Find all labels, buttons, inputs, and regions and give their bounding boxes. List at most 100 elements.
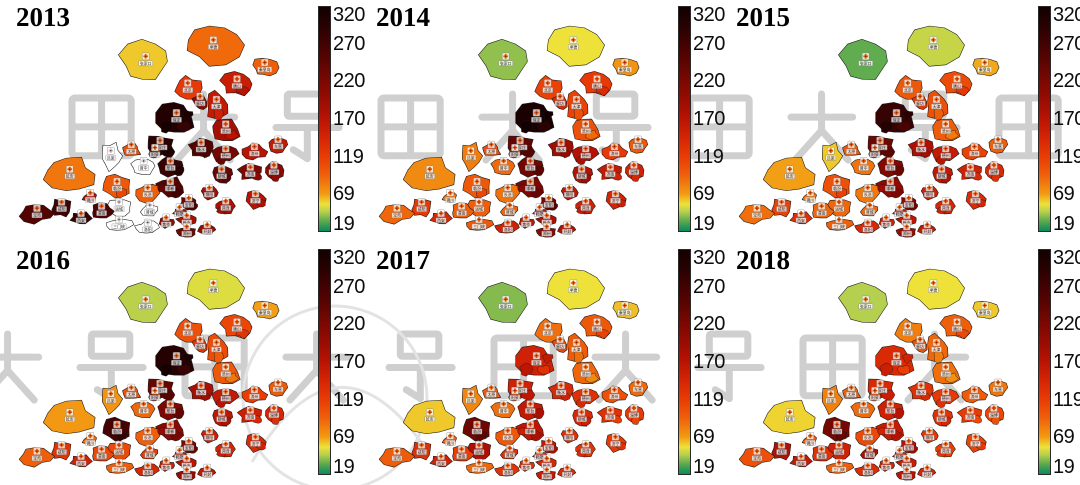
city-label-taiyuan: 太原 (126, 140, 137, 155)
city-name-text: 滨州 (971, 151, 979, 156)
flower-center-icon (535, 355, 538, 357)
city-name-text: 天津 (573, 104, 581, 109)
flower-center-icon (928, 186, 930, 189)
flower-petal-icon (873, 390, 876, 394)
map-panel-2013: 张家口 承德 北京 秦皇岛 唐山 天津 廊坊 保定 沧州 石家庄 衡水 邢台 邯郸 德州 滨州 东营 济南 淄博聊… (0, 0, 365, 242)
flower-petal-icon (527, 423, 531, 426)
city-name-box (901, 473, 912, 480)
flower-petal-icon (131, 386, 134, 389)
flower-petal-icon (926, 186, 929, 189)
flower-center-icon (478, 444, 480, 446)
colorbar-tick-270: 270 (333, 275, 365, 298)
city-name-box (543, 202, 554, 208)
colorbar-tick-170: 170 (1053, 107, 1080, 130)
flower-petal-icon (865, 186, 868, 189)
flower-petal-icon (148, 445, 151, 448)
city-name-box (216, 416, 227, 422)
city-name-box (885, 428, 896, 435)
flower-petal-icon (491, 386, 494, 389)
flower-petal-icon (926, 222, 929, 225)
flower-center-icon (200, 384, 202, 387)
flower-petal-icon (488, 386, 492, 389)
flower-petal-icon (848, 386, 852, 389)
flower-center-icon (525, 216, 527, 219)
city-name-box (891, 117, 902, 123)
flower-center-icon (165, 216, 167, 219)
city-label-jiaozuo: 焦作 (521, 213, 532, 228)
flower-center-icon (476, 180, 478, 183)
city-name-box (605, 171, 616, 177)
flower-center-icon (869, 204, 871, 206)
flower-center-icon (559, 95, 561, 97)
city-name-box (144, 209, 155, 215)
city-name-box (977, 66, 992, 73)
flower-petal-icon (67, 411, 70, 414)
city-name-text: 菏泽 (582, 206, 590, 211)
flower-petal-icon (933, 38, 936, 41)
city-name-box (816, 210, 827, 216)
city-name-text: 咸阳 (778, 450, 786, 455)
city-name-box (580, 395, 591, 402)
flower-petal-icon (863, 402, 866, 405)
flower-petal-icon (607, 409, 611, 412)
city-name-box (211, 346, 222, 353)
flower-petal-icon (880, 382, 883, 385)
city-label-hebi: 鹤壁 (174, 203, 185, 217)
subregion-of-baoding (177, 121, 191, 132)
flower-petal-icon (441, 455, 444, 458)
flower-petal-icon (920, 385, 923, 388)
city-label-yanan: 延安 (784, 408, 795, 422)
flower-petal-icon (536, 354, 539, 357)
city-label-binzhou: 滨州 (609, 142, 620, 157)
flower-petal-icon (99, 448, 102, 451)
flower-petal-icon (175, 353, 178, 356)
flower-petal-icon (504, 296, 507, 299)
city-name-text: 铜川 (806, 197, 814, 202)
city-name-box (965, 414, 976, 420)
flower-petal-icon (80, 210, 83, 213)
flower-petal-icon (583, 199, 586, 202)
year-label-2014: 2014 (376, 2, 430, 32)
city-name-box (903, 202, 914, 208)
city-name-text: 吕梁 (467, 155, 475, 160)
colorbar-2018: 320 270 220 170 119 69 19 (1038, 248, 1080, 481)
flower-petal-icon (992, 165, 995, 168)
flower-petal-icon (534, 354, 537, 357)
city-name-text: 淄博 (270, 413, 278, 418)
flower-center-icon (862, 160, 865, 162)
colorbar-tick-119: 119 (1053, 145, 1080, 168)
city-name-box (922, 228, 933, 235)
flower-petal-icon (969, 167, 972, 170)
city-name-text: 北京 (184, 88, 192, 93)
city-name-text: 淄博 (270, 170, 278, 175)
flower-petal-icon (943, 199, 946, 202)
flower-center-icon (908, 197, 910, 199)
city-label-handan: 邯郸 (165, 177, 176, 192)
flower-petal-icon (538, 450, 541, 453)
flower-center-icon (396, 450, 398, 452)
flower-petal-icon (503, 298, 506, 301)
flower-center-icon (906, 457, 908, 459)
flower-petal-icon (889, 181, 892, 184)
flower-center-icon (118, 461, 120, 464)
flower-petal-icon (170, 159, 173, 162)
flower-petal-icon (908, 81, 911, 85)
flower-petal-icon (907, 195, 910, 198)
city-label-jiaozuo: 焦作 (161, 456, 172, 471)
city-label-jinan: 济南 (605, 163, 616, 177)
city-name-text: 三门峡 (833, 467, 845, 472)
flower-center-icon (165, 459, 167, 462)
colorbar-tick-119: 119 (1053, 388, 1080, 411)
city-name-box (862, 226, 873, 233)
city-label-baoji: 宝鸡 (31, 447, 43, 461)
city-name-box (111, 185, 123, 192)
flower-petal-icon (547, 457, 550, 460)
flower-petal-icon (943, 147, 946, 150)
city-name-text: 晋中 (140, 409, 148, 414)
city-name-text: 沧州 (222, 372, 230, 377)
flower-center-icon (116, 180, 118, 183)
flower-petal-icon (187, 198, 190, 201)
city-name-text: 承德 (570, 44, 578, 49)
watermark-character (0, 330, 43, 404)
